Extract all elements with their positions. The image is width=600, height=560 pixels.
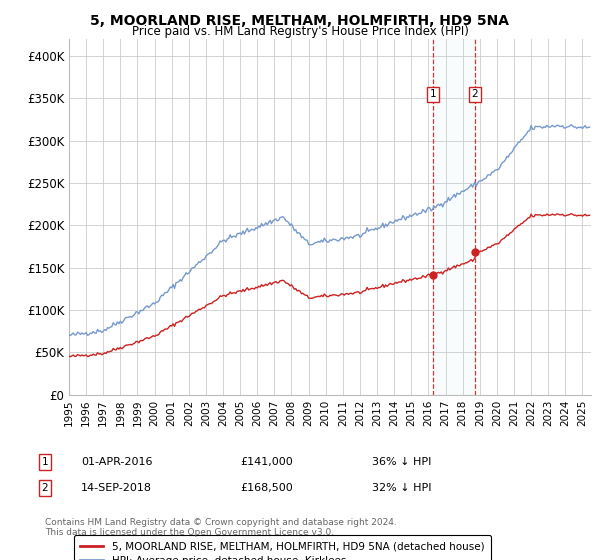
Text: 1: 1 [430,89,436,99]
Text: 1: 1 [41,457,49,467]
Text: £141,000: £141,000 [240,457,293,467]
Text: 32% ↓ HPI: 32% ↓ HPI [372,483,431,493]
Text: £168,500: £168,500 [240,483,293,493]
Text: 2: 2 [472,89,478,99]
Text: 36% ↓ HPI: 36% ↓ HPI [372,457,431,467]
Text: 01-APR-2016: 01-APR-2016 [81,457,152,467]
Text: 2: 2 [41,483,49,493]
Text: 5, MOORLAND RISE, MELTHAM, HOLMFIRTH, HD9 5NA: 5, MOORLAND RISE, MELTHAM, HOLMFIRTH, HD… [91,14,509,28]
Text: 14-SEP-2018: 14-SEP-2018 [81,483,152,493]
Legend: 5, MOORLAND RISE, MELTHAM, HOLMFIRTH, HD9 5NA (detached house), HPI: Average pri: 5, MOORLAND RISE, MELTHAM, HOLMFIRTH, HD… [74,535,491,560]
Text: Contains HM Land Registry data © Crown copyright and database right 2024.
This d: Contains HM Land Registry data © Crown c… [45,518,397,538]
Bar [433,39,475,395]
Text: Price paid vs. HM Land Registry's House Price Index (HPI): Price paid vs. HM Land Registry's House … [131,25,469,38]
